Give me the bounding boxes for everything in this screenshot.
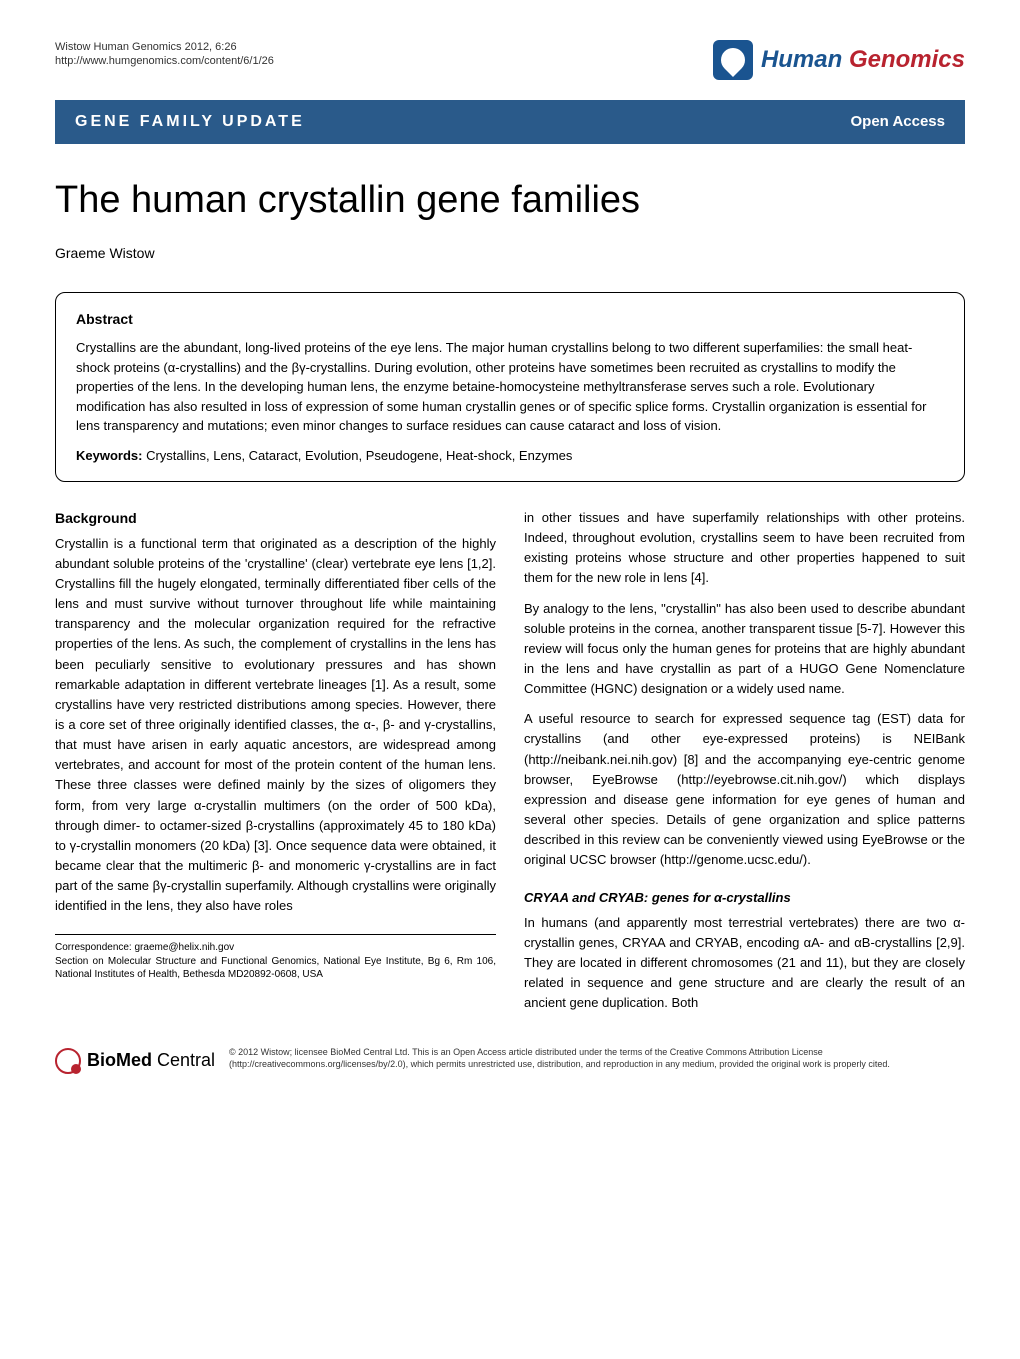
body-paragraph: in other tissues and have superfamily re… (524, 508, 965, 589)
category-banner: GENE FAMILY UPDATE Open Access (55, 100, 965, 144)
citation-line: Wistow Human Genomics 2012, 6:26 (55, 40, 274, 54)
logo-word-human: Human (761, 46, 842, 73)
citation-url: http://www.humgenomics.com/content/6/1/2… (55, 54, 274, 68)
journal-logo-text: Human Genomics (761, 42, 965, 78)
publisher-word-biomed: BioMed (87, 1050, 152, 1070)
abstract-text: Crystallins are the abundant, long-lived… (76, 338, 944, 436)
body-paragraph: In humans (and apparently most terrestri… (524, 913, 965, 1014)
right-column: in other tissues and have superfamily re… (524, 508, 965, 1015)
publisher-name: BioMed Central (87, 1047, 215, 1074)
correspondence-affiliation: Section on Molecular Structure and Funct… (55, 955, 496, 982)
keywords-label: Keywords: (76, 448, 142, 463)
copyright-text: © 2012 Wistow; licensee BioMed Central L… (229, 1047, 965, 1070)
correspondence-email: Correspondence: graeme@helix.nih.gov (55, 941, 496, 955)
keywords-line: Keywords: Crystallins, Lens, Cataract, E… (76, 446, 944, 466)
journal-logo: Human Genomics (713, 40, 965, 80)
keywords-values: Crystallins, Lens, Cataract, Evolution, … (142, 448, 572, 463)
abstract-box: Abstract Crystallins are the abundant, l… (55, 292, 965, 482)
article-category: GENE FAMILY UPDATE (75, 110, 305, 134)
page-footer: BioMed Central © 2012 Wistow; licensee B… (55, 1037, 965, 1074)
page-header: Wistow Human Genomics 2012, 6:26 http://… (55, 40, 965, 80)
body-columns: Background Crystallin is a functional te… (55, 508, 965, 1015)
body-paragraph: A useful resource to search for expresse… (524, 709, 965, 870)
publisher-logo: BioMed Central (55, 1047, 215, 1074)
body-paragraph: By analogy to the lens, "crystallin" has… (524, 599, 965, 700)
article-author: Graeme Wistow (55, 243, 965, 264)
journal-logo-icon (713, 40, 753, 80)
subsection-heading: CRYAA and CRYAB: genes for α-crystallins (524, 888, 965, 908)
abstract-heading: Abstract (76, 309, 944, 330)
open-access-label: Open Access (851, 111, 946, 134)
logo-word-genomics: Genomics (849, 46, 965, 73)
correspondence-block: Correspondence: graeme@helix.nih.gov Sec… (55, 934, 496, 982)
background-heading: Background (55, 508, 496, 530)
biomed-central-icon (55, 1048, 81, 1074)
publisher-word-central: Central (152, 1050, 215, 1070)
citation-block: Wistow Human Genomics 2012, 6:26 http://… (55, 40, 274, 69)
article-title: The human crystallin gene families (55, 172, 965, 229)
body-paragraph: Crystallin is a functional term that ori… (55, 534, 496, 917)
left-column: Background Crystallin is a functional te… (55, 508, 496, 1015)
